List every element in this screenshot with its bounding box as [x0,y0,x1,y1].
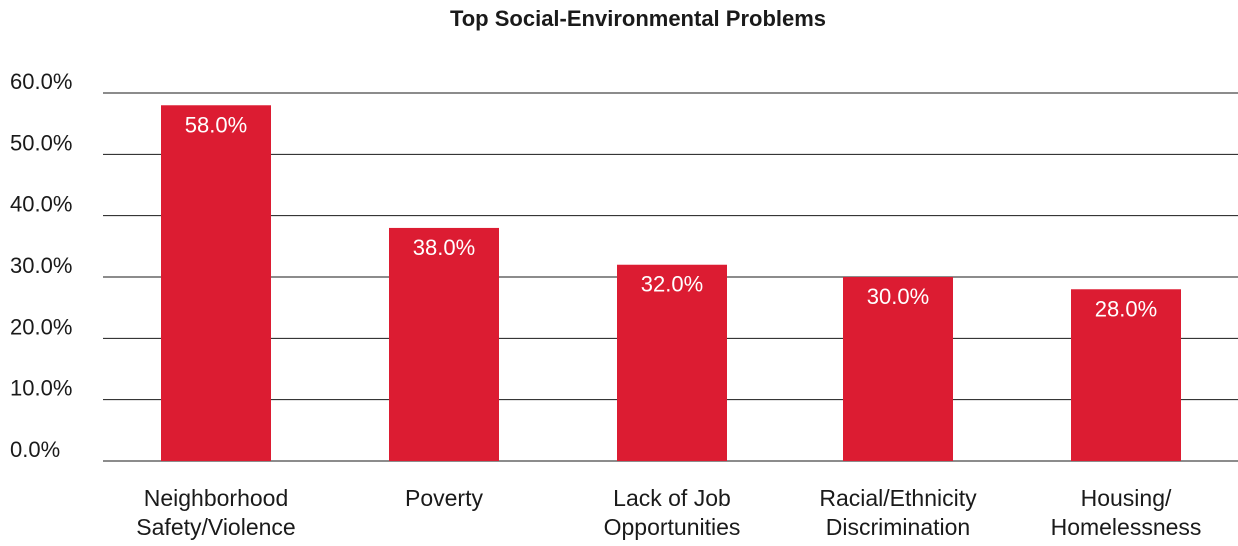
chart-title: Top Social-Environmental Problems [449,6,827,31]
y-tick-label: 50.0% [10,130,72,155]
data-label: 38.0% [413,235,475,260]
bar [617,264,727,461]
x-tick-label: Opportunities [604,514,741,540]
data-label: 58.0% [185,112,247,137]
x-tick-label: Racial/Ethnicity [819,485,977,511]
data-label: 30.0% [867,284,929,309]
y-tick-label: 20.0% [10,314,72,339]
y-tick-label: 10.0% [10,376,72,401]
bar [1071,289,1181,461]
y-tick-label: 40.0% [10,192,72,217]
data-label: 28.0% [1095,296,1157,321]
y-tick-label: 0.0% [10,437,60,462]
bar [843,277,953,461]
x-tick-label: Lack of Job [613,485,731,511]
bar [389,227,499,461]
x-tick-label: Safety/Violence [136,514,295,540]
x-tick-label: Housing/ [1081,485,1172,511]
x-tick-label: Discrimination [826,514,970,540]
x-tick-label: Neighborhood [144,485,289,511]
x-tick-label: Poverty [405,485,483,511]
x-tick-label: Homelessness [1051,514,1202,540]
bar [161,105,271,462]
data-label: 32.0% [641,272,703,297]
y-tick-label: 30.0% [10,253,72,278]
y-tick-label: 60.0% [10,69,72,94]
